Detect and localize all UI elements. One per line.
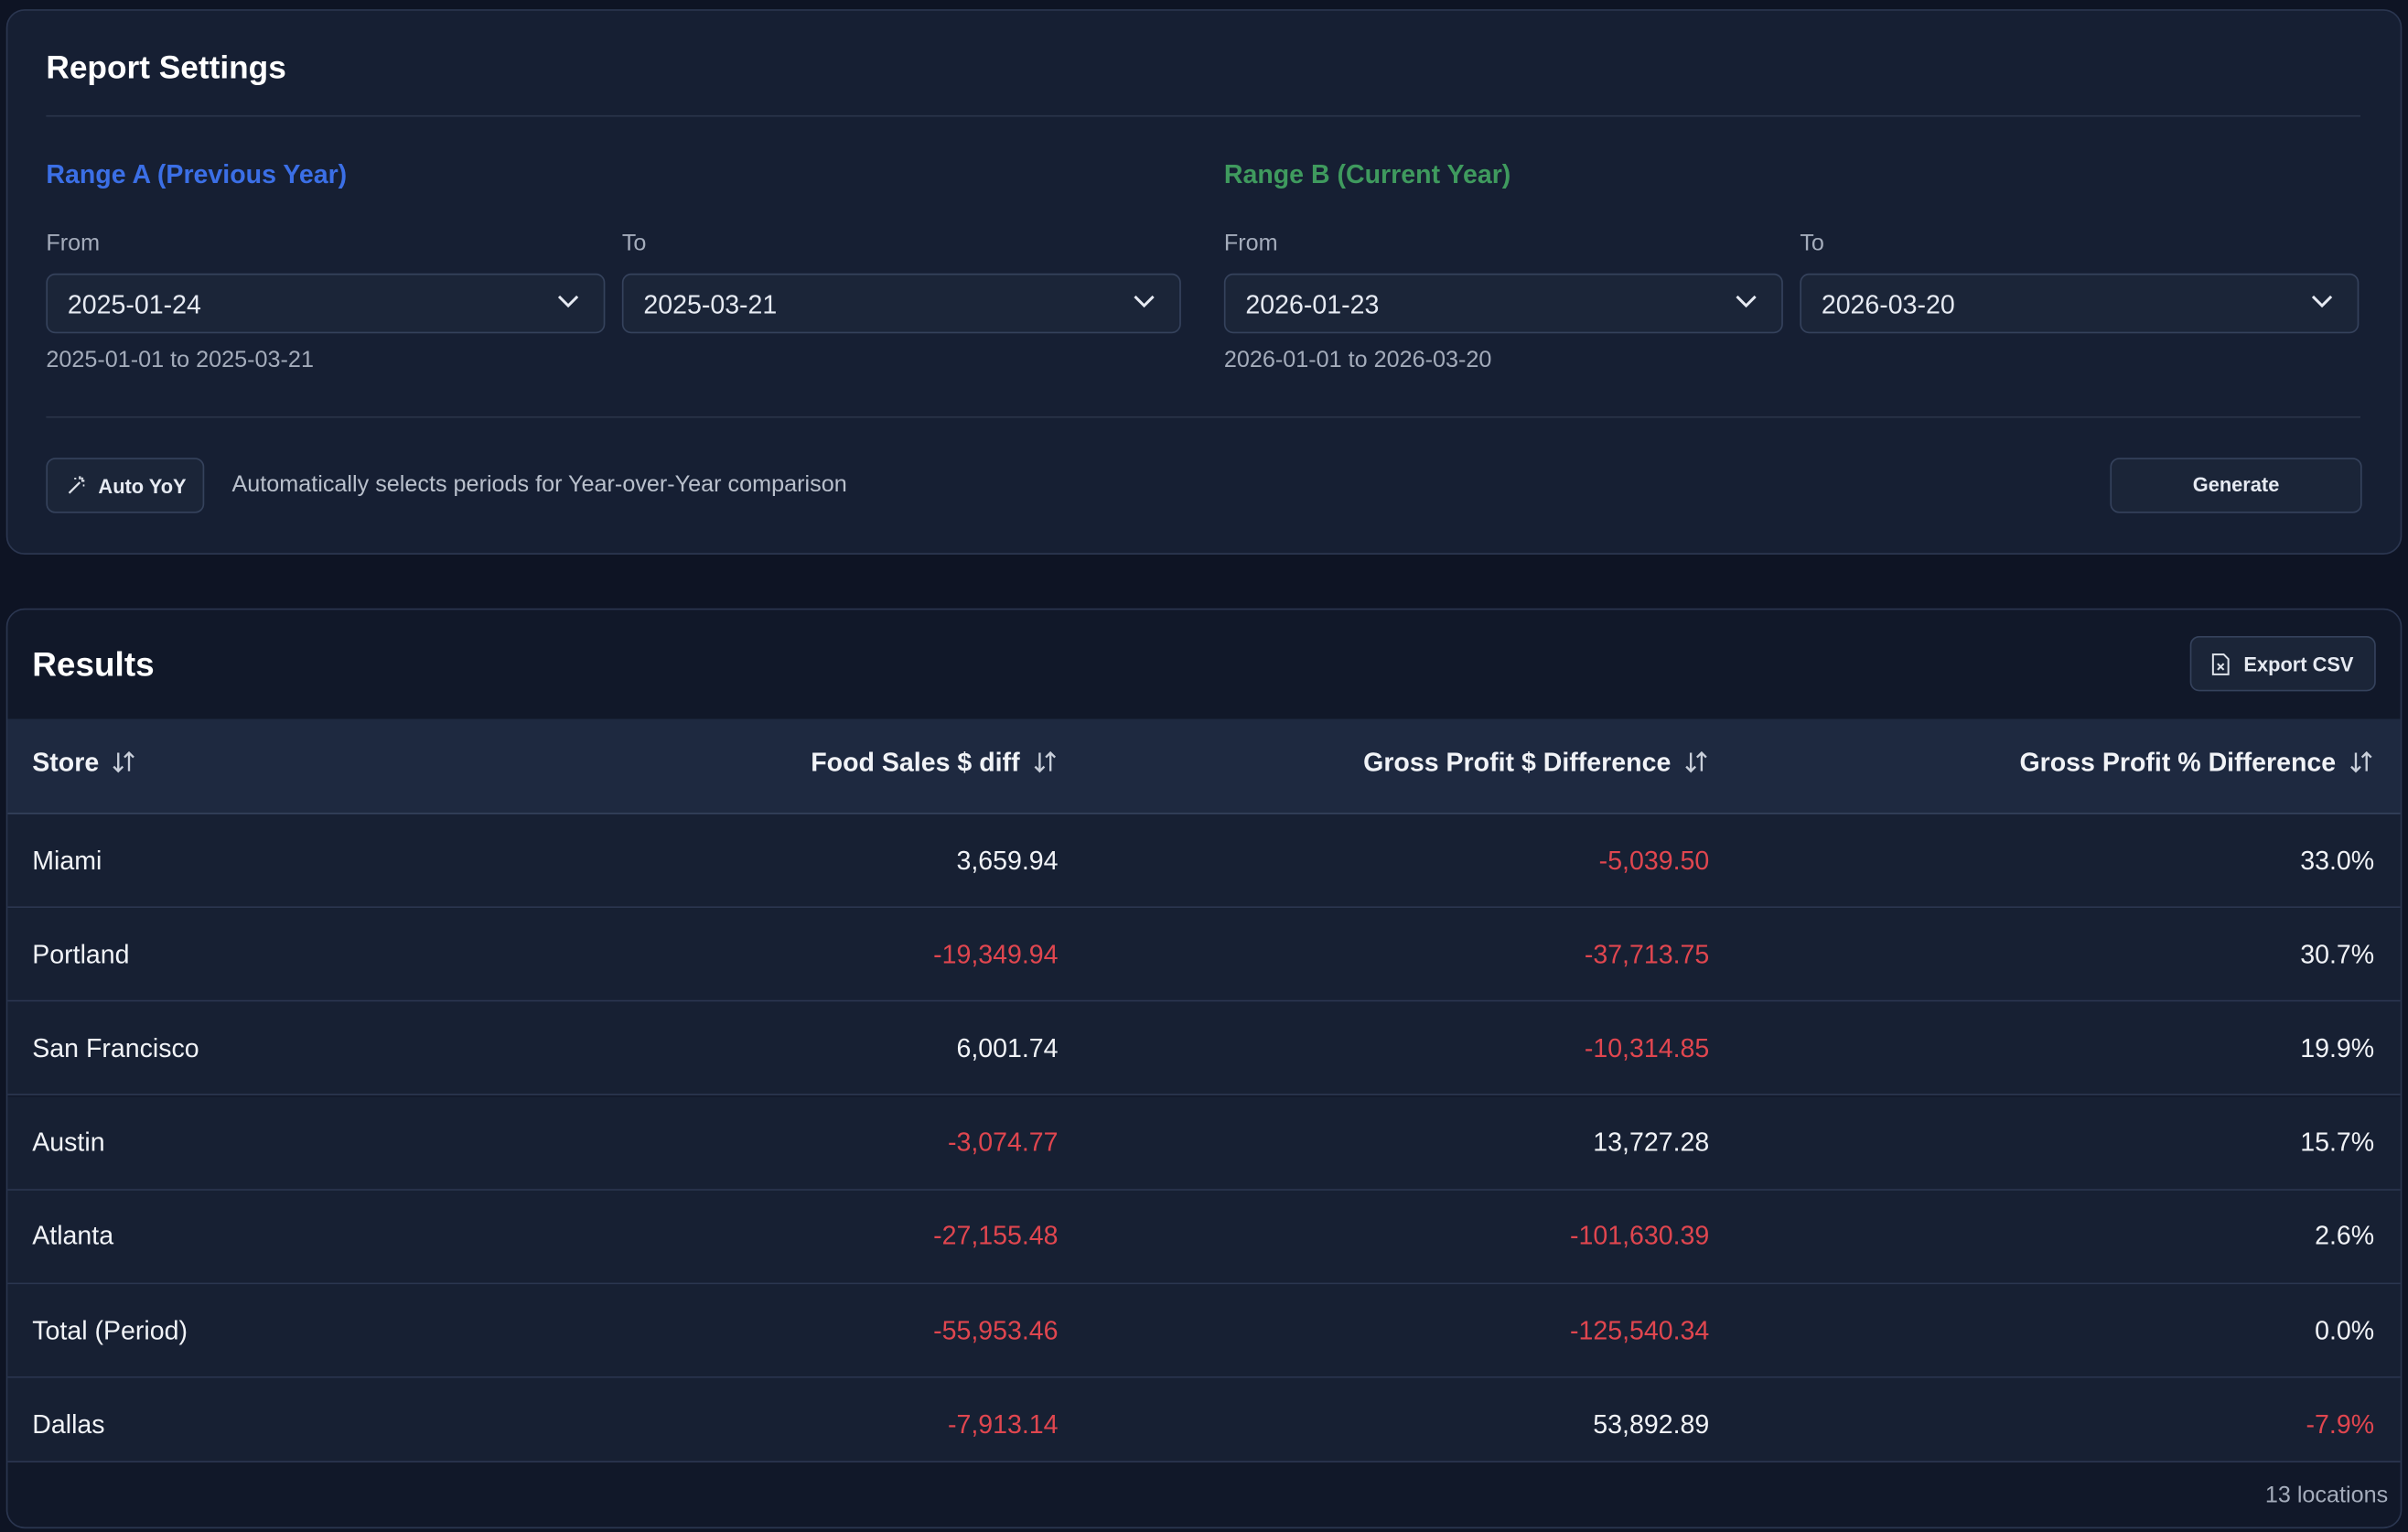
sort-icon [1685,750,1707,773]
range-title: Range B (Current Year) [1223,159,1511,189]
range-hint: 2026-01-01 to 2026-03-20 [1223,347,1492,373]
column-header[interactable]: Gross Profit $ Difference [1363,748,1709,779]
value-cell: -7.9% [2306,1409,2375,1440]
value-cell: -10,314.85 [1584,1033,1710,1063]
store-name: San Francisco [32,1033,199,1063]
store-name: Miami [32,846,102,875]
value-cell: -37,713.75 [1584,939,1710,969]
table-header [7,718,2401,816]
header-label: Gross Profit $ Difference [1363,748,1672,778]
column-header[interactable]: Gross Profit % Difference [2019,748,2374,779]
table-row [7,908,2401,1002]
chevron [1134,295,1155,308]
chevron [1736,295,1757,308]
table-footer: 13 locations [2264,1482,2389,1509]
value-cell: -125,540.34 [1569,1315,1710,1345]
value-cell: -27,155.48 [933,1221,1059,1251]
value-cell: 15.7% [2300,1127,2375,1158]
column-header[interactable]: Store [32,748,137,779]
table-row [7,1190,2401,1284]
header-label: Gross Profit % Difference [2019,748,2337,778]
button-label: Auto YoY [98,474,187,498]
file-icon [2211,653,2230,675]
value-cell: 6,001.74 [956,1033,1059,1063]
auto-yoy-button[interactable]: Auto YoY [46,458,205,513]
select-value: 2025-03-21 [643,290,778,320]
divider [46,415,2361,418]
table-row [7,1378,2401,1463]
select-value: 2026-03-20 [1821,290,1955,320]
select-value: 2026-01-23 [1245,290,1380,320]
button-label: Export CSV [2243,653,2354,676]
value-cell: -101,630.39 [1569,1221,1710,1251]
header-label: Store [32,748,100,778]
value-cell: 0.0% [2315,1315,2375,1345]
store-name: Atlanta [32,1221,114,1251]
value-cell: -55,953.46 [933,1315,1059,1345]
divider [46,114,2361,117]
table-row [7,1002,2401,1096]
value-cell: -7,913.14 [947,1409,1059,1440]
value-cell: 33.0% [2300,846,2375,875]
table-row [7,814,2401,909]
store-name: Portland [32,939,130,969]
store-name: Austin [32,1127,105,1158]
field-label: To [621,230,647,257]
value-cell: 19.9% [2300,1033,2375,1063]
export-csv-button[interactable]: Export CSV [2189,635,2376,692]
range-hint: 2025-01-01 to 2025-03-21 [46,347,314,373]
field-label: From [1223,230,1278,257]
table-row [7,1284,2401,1378]
store-name: Total (Period) [32,1315,188,1345]
settings-title: Report Settings [46,50,286,87]
table-row [7,1095,2401,1191]
range-title: Range A (Previous Year) [46,159,348,189]
sort-icon [2350,750,2372,773]
date-select[interactable]: 2025-01-24 [46,273,606,334]
value-cell: -19,349.94 [933,939,1059,969]
header-label: Food Sales $ diff [811,748,1020,778]
field-label: To [1800,230,1824,257]
value-cell: 2.6% [2315,1221,2375,1251]
field-label: From [46,230,101,257]
chevron [2311,295,2333,308]
button-label: Generate [2192,473,2280,497]
sort-icon [113,750,135,773]
store-name: Dallas [32,1409,105,1440]
date-select[interactable]: 2026-03-20 [1800,273,2360,334]
value-cell: 30.7% [2300,939,2375,969]
generate-button[interactable]: Generate [2110,458,2362,513]
value-cell: -5,039.50 [1598,846,1710,875]
date-select[interactable]: 2025-03-21 [621,273,1181,334]
sort-icon [1034,750,1057,773]
value-cell: -3,074.77 [947,1127,1059,1158]
value-cell: 13,727.28 [1593,1127,1710,1158]
select-value: 2025-01-24 [67,290,201,320]
results-title: Results [32,645,155,684]
date-select[interactable]: 2026-01-23 [1223,273,1783,334]
value-cell: 3,659.94 [956,846,1059,875]
value-cell: 53,892.89 [1593,1409,1710,1440]
chevron [557,295,579,308]
column-header[interactable]: Food Sales $ diff [811,748,1058,779]
wand-icon [68,476,85,494]
auto-description: Automatically selects periods for Year-o… [231,471,847,498]
